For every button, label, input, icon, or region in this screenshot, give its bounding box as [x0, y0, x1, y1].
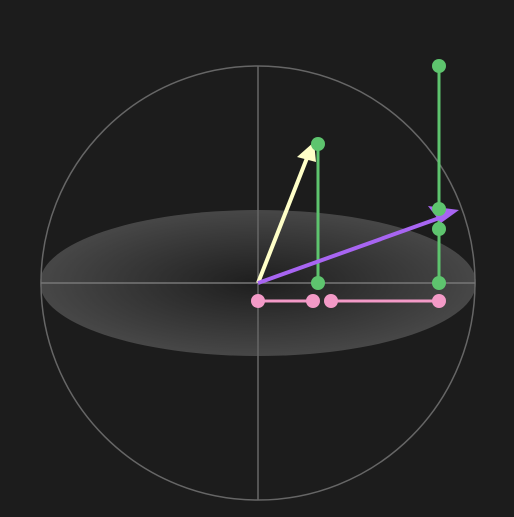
- point: [432, 222, 446, 236]
- point: [432, 294, 446, 308]
- point: [251, 294, 265, 308]
- point: [306, 294, 320, 308]
- pink-points: [251, 294, 446, 308]
- yellow-vector: [256, 157, 309, 284]
- point: [311, 137, 325, 151]
- point: [432, 276, 446, 290]
- point: [311, 276, 325, 290]
- green-points: [311, 59, 446, 290]
- point: [324, 294, 338, 308]
- yellow-arrowhead: [297, 142, 316, 162]
- point: [432, 59, 446, 73]
- point: [432, 202, 446, 216]
- purple-vector: [257, 214, 446, 285]
